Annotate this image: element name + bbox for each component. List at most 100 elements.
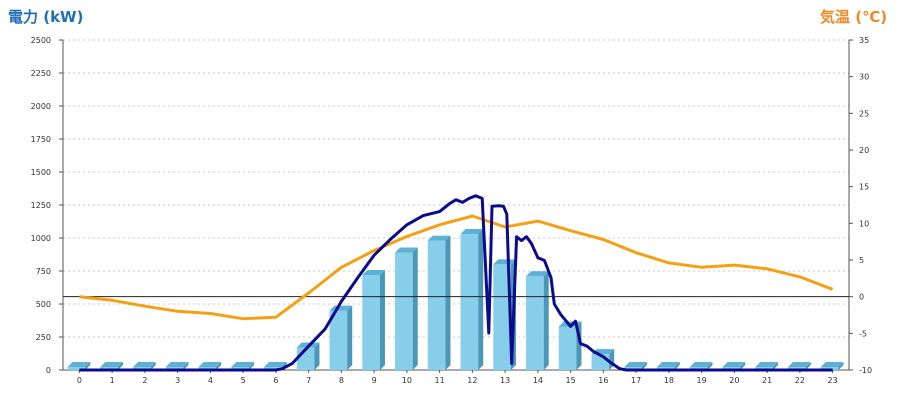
bar-side [838, 362, 844, 370]
bar-side [248, 362, 254, 370]
bar-top [264, 362, 287, 367]
bar-side [347, 305, 353, 370]
bar-side [641, 362, 647, 370]
bar-front [460, 234, 479, 370]
power-bar [362, 269, 385, 370]
x-tick-label: 9 [372, 376, 377, 385]
bar-side [543, 271, 549, 370]
bar-front [493, 264, 511, 370]
bar-side [150, 362, 156, 370]
bar-side [314, 342, 320, 370]
power-bar [526, 271, 549, 370]
left-tick-label: 1000 [31, 234, 51, 243]
x-tick-label: 22 [795, 376, 805, 385]
power-bars [67, 229, 844, 370]
x-tick-label: 18 [664, 376, 674, 385]
power-bar [460, 229, 484, 370]
x-tick-label: 6 [273, 376, 278, 385]
bar-side [216, 362, 222, 370]
bar-front [395, 252, 413, 370]
x-tick-label: 11 [435, 376, 445, 385]
bar-top [657, 362, 680, 367]
x-tick-label: 10 [402, 376, 412, 385]
bar-side [674, 362, 680, 370]
bar-top [624, 362, 647, 367]
left-tick-label: 2250 [31, 69, 51, 78]
bar-top [526, 271, 549, 277]
x-tick-label: 17 [631, 376, 641, 385]
left-tick-label: 2000 [31, 102, 51, 111]
right-tick-label: 25 [859, 109, 869, 118]
x-tick-label: 19 [697, 376, 707, 385]
bar-front [362, 274, 380, 370]
x-tick-label: 20 [729, 376, 739, 385]
x-tick-label: 5 [241, 376, 246, 385]
bar-top [788, 362, 811, 367]
right-tick-label: 35 [859, 36, 869, 45]
bar-top [755, 362, 778, 367]
left-tick-label: 500 [36, 300, 51, 309]
bar-front [67, 367, 86, 370]
bar-top [493, 259, 516, 265]
x-tick-label: 1 [110, 376, 115, 385]
x-tick-label: 3 [175, 376, 180, 385]
bar-top [133, 362, 156, 367]
power-bar [395, 247, 418, 370]
gridlines [63, 39, 849, 338]
x-tick-label: 23 [828, 376, 838, 385]
x-tick-label: 2 [142, 376, 147, 385]
x-tick-label: 14 [533, 376, 543, 385]
x-tick-label: 4 [208, 376, 213, 385]
x-tick-label: 13 [500, 376, 510, 385]
bar-side [117, 362, 123, 370]
left-tick-label: 1500 [31, 168, 51, 177]
right-tick-label: 15 [859, 183, 869, 192]
bar-top [689, 362, 713, 367]
x-tick-label: 8 [339, 376, 344, 385]
power-bar [329, 305, 353, 370]
bar-top [231, 362, 254, 367]
bar-top [427, 235, 451, 241]
right-tick-label: 30 [859, 73, 869, 82]
bar-top [722, 362, 746, 367]
bar-top [820, 362, 844, 367]
right-axis-title: 気温 (℃) [820, 8, 887, 26]
power-bar [67, 362, 91, 370]
bar-side [478, 229, 484, 370]
bar-side [183, 362, 189, 370]
x-tick-label: 7 [306, 376, 311, 385]
power-line [79, 194, 833, 372]
power-bar [427, 235, 451, 370]
series-lines [63, 194, 849, 372]
bar-side [412, 247, 418, 370]
bar-front [558, 326, 577, 370]
bar-side [445, 235, 451, 370]
bar-top [395, 247, 418, 253]
bar-top [165, 362, 189, 367]
bar-front [329, 310, 348, 370]
bar-front [526, 276, 544, 370]
right-tick-label: 10 [859, 219, 869, 228]
x-tick-label: 15 [566, 376, 576, 385]
x-tick-label: 21 [762, 376, 772, 385]
right-tick-label: -5 [859, 329, 867, 338]
bar-top [460, 229, 484, 235]
left-axis-title: 電力 (kW) [8, 8, 83, 26]
left-tick-label: 750 [36, 267, 51, 276]
bar-front [427, 240, 446, 370]
x-tick-label: 12 [467, 376, 477, 385]
bar-top [198, 362, 222, 367]
bar-top [362, 269, 385, 275]
right-tick-label: 20 [859, 146, 869, 155]
bar-side [379, 269, 385, 370]
x-tick-label: 16 [598, 376, 608, 385]
left-tick-label: 2500 [31, 36, 51, 45]
temperature-line [79, 214, 834, 321]
bar-side [740, 362, 746, 370]
left-tick-label: 250 [36, 333, 51, 342]
right-tick-label: -10 [859, 366, 872, 375]
tick-labels: 02505007501000125015001750200022502500-1… [31, 36, 872, 385]
bar-side [772, 362, 778, 370]
bar-side [707, 362, 713, 370]
